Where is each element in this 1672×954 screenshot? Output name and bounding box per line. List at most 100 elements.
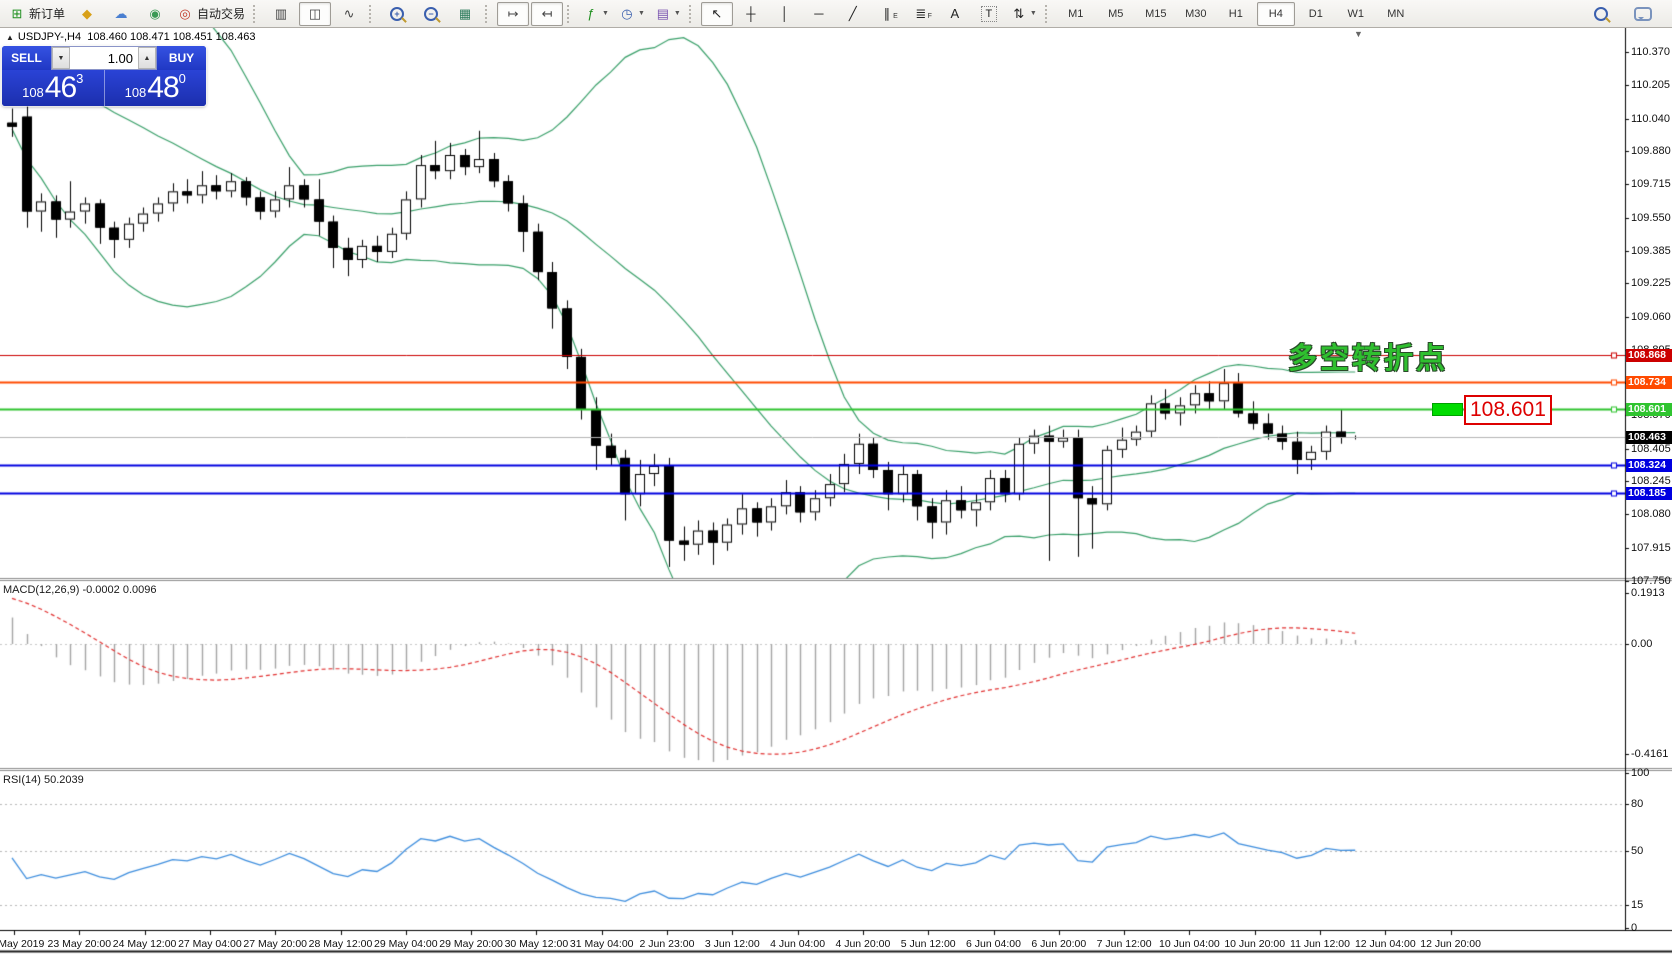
tf-h1-button[interactable]: H1 xyxy=(1228,7,1243,20)
toolbar-separator xyxy=(485,4,491,23)
zoom-out-button[interactable]: − xyxy=(415,2,447,26)
tf-m30-button[interactable]: M30 xyxy=(1185,7,1207,20)
time-axis-label: 4 Jun 04:00 xyxy=(770,938,826,950)
profile-button[interactable]: ☁ xyxy=(105,2,137,26)
hline-price-label: 108.601 xyxy=(1626,402,1672,416)
autotrading-button[interactable]: ◎ 自动交易 xyxy=(173,2,249,26)
volume-increase-button[interactable]: ▲ xyxy=(138,47,156,69)
order-level-marker[interactable] xyxy=(1432,402,1463,416)
zoom-out-icon: − xyxy=(424,6,439,21)
indicators-icon: ƒ xyxy=(587,5,595,21)
tf-m1-button[interactable]: M1 xyxy=(1068,7,1084,20)
tf-w1-button[interactable]: W1 xyxy=(1347,7,1365,20)
sell-button[interactable]: SELL xyxy=(2,46,51,70)
chart-shift-button[interactable]: ↦ xyxy=(497,1,530,26)
equidistant-channel-icon: ∥ E xyxy=(883,5,898,21)
autotrading-icon: ◎ xyxy=(179,5,191,21)
toolbar-group-objects: ↖ ┼ │ ─ ╱ ∥ E ≣ F A T ⇅ ▼ xyxy=(700,1,1042,26)
chart-window: ▲ USDJPY-,H4 108.460 108.471 108.451 108.… xyxy=(0,28,1672,954)
chat-button[interactable] xyxy=(1627,2,1659,26)
tile-windows-button[interactable]: ▦ xyxy=(449,2,481,26)
buy-price-prefix: 108 xyxy=(124,85,147,100)
price-axis-tick: 109.880 xyxy=(1631,144,1671,157)
chart-shift-marker-icon[interactable]: ▼ xyxy=(1354,29,1363,39)
indicators-button[interactable]: ƒ ▼ xyxy=(579,2,613,26)
crosshair-icon: ┼ xyxy=(746,5,756,21)
tf-m5-button[interactable]: M5 xyxy=(1108,7,1124,20)
symbol-title: USDJPY-,H4 xyxy=(17,31,82,43)
periods-dropdown-icon[interactable]: ▼ xyxy=(637,10,645,17)
text-annotation[interactable]: 多空转折点 xyxy=(1288,343,1449,376)
bar-chart-button[interactable]: ▥ xyxy=(265,2,297,26)
time-axis-label: 29 May 20:00 xyxy=(439,938,503,950)
search-button[interactable] xyxy=(1585,2,1617,26)
arrows-button[interactable]: ⇅ ▼ xyxy=(1007,2,1041,26)
arrows-dropdown-icon[interactable]: ▼ xyxy=(1029,10,1037,17)
toolbar-group-timeframes: M1 M5 M15 M30 H1 H4 D1 W1 MN xyxy=(1056,1,1416,26)
macd-label: MACD(12,26,9) -0.0002 0.0096 xyxy=(3,584,157,596)
toolbar-group-scroll: ↦ ↤ xyxy=(496,1,564,26)
line-chart-icon: ∿ xyxy=(343,5,355,21)
volume-input[interactable] xyxy=(70,47,138,69)
templates-button[interactable]: ▤ ▼ xyxy=(651,2,685,26)
toolbar-separator xyxy=(567,4,573,23)
text-label-button[interactable]: T xyxy=(973,2,1005,26)
toolbar-separator xyxy=(369,4,375,23)
time-axis-label: 29 May 04:00 xyxy=(373,938,438,950)
new-order-button[interactable]: ⊞ 新订单 xyxy=(5,2,69,26)
signals-button[interactable]: ◉ xyxy=(139,2,171,26)
styler-button[interactable]: ◆ xyxy=(71,2,103,26)
horizontal-line-icon: ─ xyxy=(814,5,824,21)
time-axis-label: 10 Jun 04:00 xyxy=(1159,938,1220,950)
time-axis-label: 12 Jun 20:00 xyxy=(1420,938,1481,950)
time-axis-label: 6 Jun 20:00 xyxy=(1031,938,1087,950)
text-icon: A xyxy=(950,5,960,21)
buy-button[interactable]: BUY xyxy=(157,46,206,70)
line-chart-button[interactable]: ∿ xyxy=(333,2,365,26)
rsi-axis-tick: 50 xyxy=(1631,844,1644,857)
equidistant-channel-button[interactable]: ∥ E xyxy=(871,2,903,26)
templates-dropdown-icon[interactable]: ▼ xyxy=(673,10,681,17)
vertical-line-button[interactable]: │ xyxy=(769,2,801,26)
macd-axis-tick: 0.00 xyxy=(1631,638,1653,650)
time-axis-label: 6 Jun 04:00 xyxy=(966,938,1021,950)
tf-m15-button[interactable]: M15 xyxy=(1145,7,1167,20)
text-button[interactable]: A xyxy=(939,2,971,26)
chart-canvas[interactable] xyxy=(0,28,1672,954)
time-axis-label: 27 May 04:00 xyxy=(178,938,242,950)
time-axis-label: 23 May 2019 xyxy=(0,938,45,950)
time-axis-label: 23 May 20:00 xyxy=(47,938,112,950)
new-order-label: 新订单 xyxy=(29,7,66,21)
candlestick-chart-icon: ◫ xyxy=(308,5,322,21)
auto-scroll-button[interactable]: ↤ xyxy=(531,1,564,26)
rsi-axis-tick: 100 xyxy=(1631,767,1650,779)
chart-shift-icon: ↦ xyxy=(507,5,519,21)
horizontal-line-button[interactable]: ─ xyxy=(803,2,835,26)
chat-icon xyxy=(1634,6,1652,21)
tf-d1-button[interactable]: D1 xyxy=(1308,7,1323,20)
price-callout-label[interactable]: 108.601 xyxy=(1464,395,1552,426)
tf-mn-button[interactable]: MN xyxy=(1387,7,1405,20)
bar-chart-icon: ▥ xyxy=(274,5,288,21)
indicators-dropdown-icon[interactable]: ▼ xyxy=(602,10,609,17)
rsi-label: RSI(14) 50.2039 xyxy=(3,774,84,786)
toolbar-group-trade: ⊞ 新订单 ◆ ☁ ◉ ◎ 自动交易 xyxy=(4,2,250,26)
collapse-panel-icon[interactable]: ▲ xyxy=(6,33,14,42)
cursor-button[interactable]: ↖ xyxy=(700,1,733,26)
toolbar-group-zoom: + − ▦ xyxy=(380,2,482,26)
zoom-in-button[interactable]: + xyxy=(381,2,413,26)
volume-decrease-button[interactable]: ▼ xyxy=(52,47,70,69)
time-axis-label: 11 Jun 12:00 xyxy=(1290,938,1350,950)
fibonacci-button[interactable]: ≣ F xyxy=(905,2,937,26)
candlestick-chart-button[interactable]: ◫ xyxy=(299,1,332,26)
trendline-button[interactable]: ╱ xyxy=(837,2,869,26)
price-axis-tick: 109.550 xyxy=(1631,211,1671,224)
crosshair-button[interactable]: ┼ xyxy=(735,2,767,26)
one-click-trading-panel: SELL ▼ ▲ BUY 108 46 3 108 48 0 xyxy=(2,46,206,106)
periods-button[interactable]: ◷ ▼ xyxy=(615,2,649,26)
tf-h4-button[interactable]: H4 xyxy=(1256,1,1295,26)
sell-price[interactable]: 108 46 3 xyxy=(2,70,105,106)
time-axis-label: 2 Jun 23:00 xyxy=(639,938,695,950)
buy-price[interactable]: 108 48 0 xyxy=(104,70,206,106)
time-axis-label: 10 Jun 20:00 xyxy=(1224,938,1286,950)
